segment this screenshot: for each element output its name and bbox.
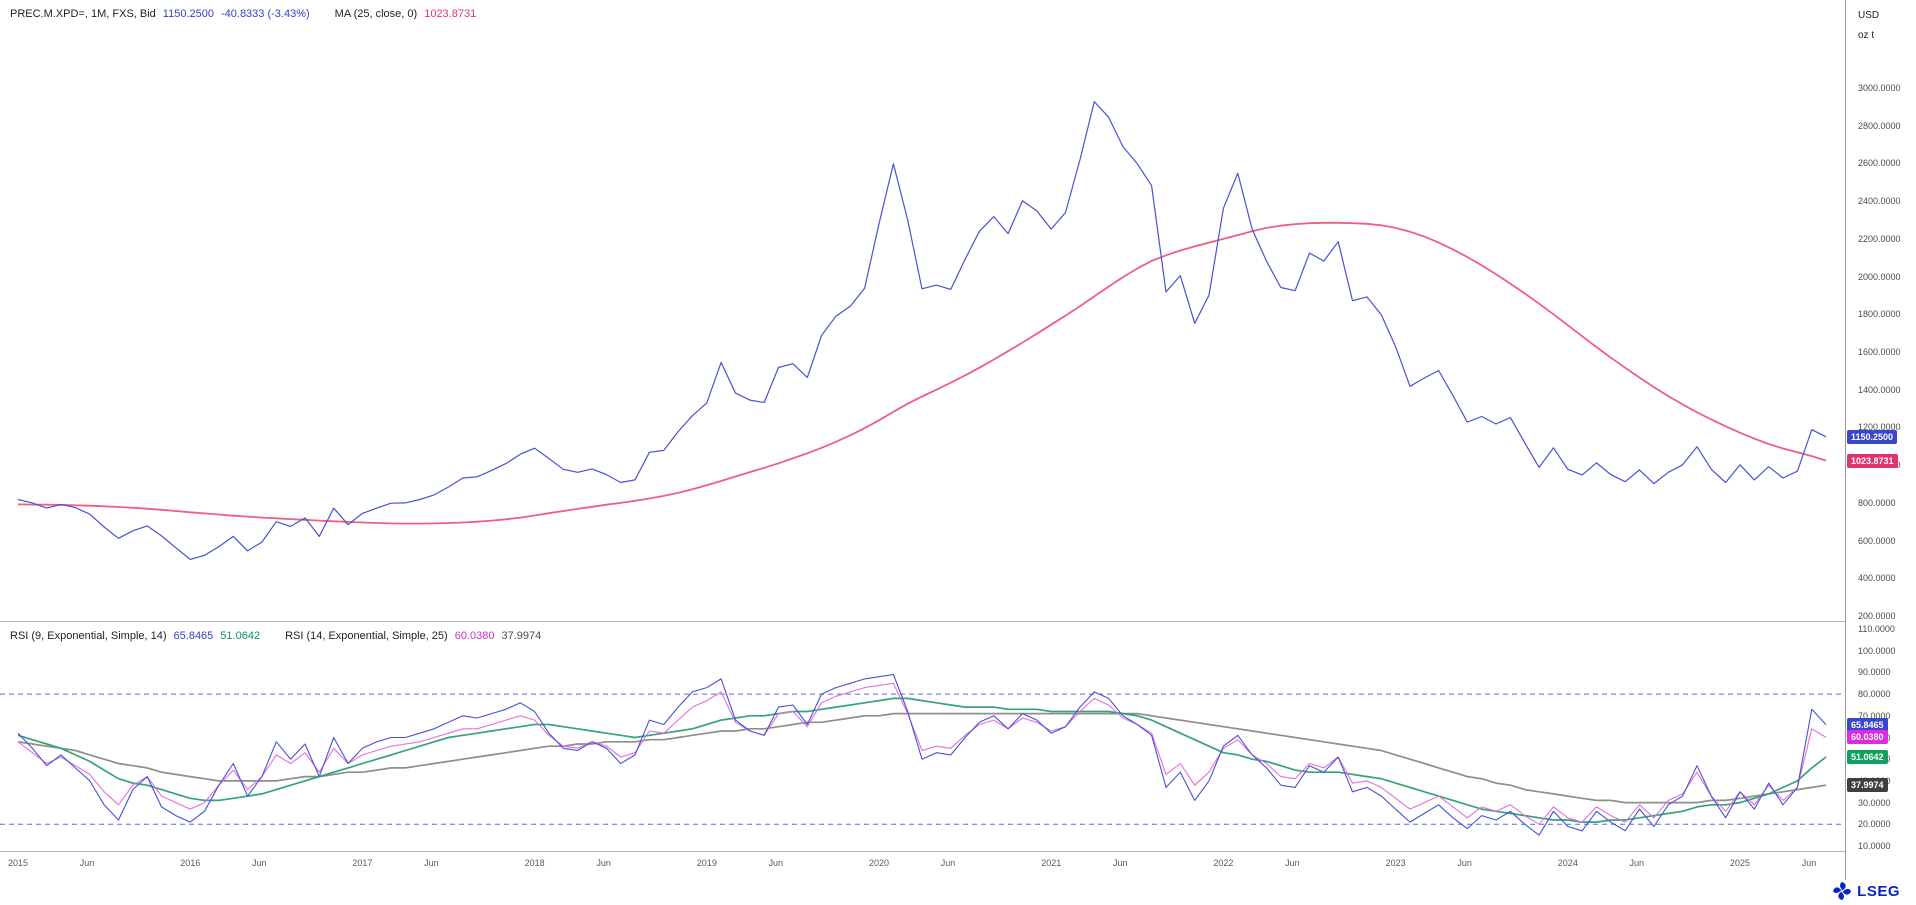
last-price-value: 1150.2500 xyxy=(162,8,214,20)
x-axis-tick: 2019 xyxy=(696,858,717,868)
rsi14-value-badge: 60.0380 xyxy=(1847,730,1888,745)
y-axis-tick: 2800.0000 xyxy=(1858,120,1901,131)
y-axis-tick: 10.0000 xyxy=(1858,841,1891,851)
x-axis-tick: 2015 xyxy=(8,858,29,868)
x-axis-tick: Jun xyxy=(1112,858,1128,868)
x-axis-tick: 2025 xyxy=(1730,858,1751,868)
rsi-pane[interactable]: RSI (9, Exponential, Simple, 14) 65.8465… xyxy=(0,622,1845,852)
x-axis-tick: Jun xyxy=(1801,858,1817,868)
bottom-bar: LSEG xyxy=(0,880,1916,905)
y-axis-tick: 70.0000 xyxy=(1858,710,1891,721)
x-axis-tick: Jun xyxy=(1285,858,1300,868)
rsi9-line xyxy=(17,674,1827,836)
y-axis-tick: 3000.0000 xyxy=(1858,83,1901,93)
y-axis-tick: 400.0000 xyxy=(1858,573,1896,584)
x-axis-tick: Jun xyxy=(424,858,439,868)
y-axis-tick: 100.0000 xyxy=(1858,645,1896,656)
ma-indicator-value: 1023.8731 xyxy=(424,8,477,20)
rsi9-value-badge: 65.8465 xyxy=(1847,717,1888,732)
rsi1-value: 65.8465 xyxy=(173,630,214,642)
x-axis-tick: Jun xyxy=(596,858,611,868)
lseg-logo-icon xyxy=(1833,882,1852,900)
y-axis-tick: 20.0000 xyxy=(1858,819,1891,830)
last-price-badge: 1150.2500 xyxy=(1847,429,1898,444)
lseg-logo: LSEG xyxy=(1832,881,1900,901)
x-axis-tick: 2021 xyxy=(1041,858,1062,868)
ma-indicator-label: MA (25, close, 0) xyxy=(334,8,418,20)
rsi2-label: RSI (14, Exponential, Simple, 25) xyxy=(285,630,448,642)
rsi1-ma-value: 51.0642 xyxy=(220,630,261,642)
x-axis-tick: Jun xyxy=(1629,858,1645,868)
y-axis-tick: 600.0000 xyxy=(1858,535,1896,546)
rsi9-ma-line xyxy=(17,697,1827,823)
x-axis-tick: Jun xyxy=(768,858,784,868)
x-axis-tick: Jun xyxy=(79,858,95,868)
x-axis-tick: Jun xyxy=(940,858,956,868)
price-chart[interactable] xyxy=(0,0,1845,622)
x-axis-tick: 2024 xyxy=(1557,858,1578,868)
rsi9-ma-badge: 51.0642 xyxy=(1847,749,1888,764)
rsi14-ma-badge: 37.9974 xyxy=(1847,778,1888,793)
axis-unit-currency: USD xyxy=(1858,10,1880,21)
rsi-pane-legend[interactable]: RSI (9, Exponential, Simple, 14) 65.8465… xyxy=(10,630,541,642)
lseg-logo-text: LSEG xyxy=(1857,882,1900,900)
x-axis-tick: 2023 xyxy=(1385,858,1406,868)
x-axis-tick: Jun xyxy=(1457,858,1472,868)
y-axis-tick: 1800.0000 xyxy=(1858,309,1901,320)
x-axis-tick: 2017 xyxy=(352,858,373,868)
rsi1-label: RSI (9, Exponential, Simple, 14) xyxy=(10,630,167,642)
y-axis-tick: 30.0000 xyxy=(1858,797,1891,808)
axis-unit: USD oz t xyxy=(1858,10,1879,41)
y-axis-tick: 2400.0000 xyxy=(1858,196,1901,207)
price-pane[interactable]: PREC.M.XPD=, 1M, FXS, Bid 1150.2500 -40.… xyxy=(0,0,1845,622)
price-change-value: -40.8333 (-3.43%) xyxy=(220,8,310,20)
x-axis[interactable]: 2015 Jun 2016 Jun 2017 Jun 2018 Jun 2019 Jun 2020 J… xyxy=(0,852,1845,880)
y-axis-tick: 1400.0000 xyxy=(1858,384,1901,395)
x-axis-tick: 2018 xyxy=(524,858,545,868)
y-axis-tick: 2200.0000 xyxy=(1858,233,1901,244)
y-axis[interactable]: USD oz t 3000.0000 2800.0000 2600.0000 2400… xyxy=(1845,0,1916,880)
y-axis-tick: 90.0000 xyxy=(1858,667,1891,678)
x-axis-tick: 2022 xyxy=(1213,858,1234,868)
instrument-title: PREC.M.XPD=, 1M, FXS, Bid xyxy=(10,8,156,20)
y-axis-tick: 110.0000 xyxy=(1858,624,1895,634)
y-axis-tick: 200.0000 xyxy=(1858,611,1896,621)
y-axis-tick: 1600.0000 xyxy=(1858,347,1901,357)
y-axis-tick: 1200.0000 xyxy=(1858,422,1901,433)
axis-unit-measure: oz t xyxy=(1858,30,1875,41)
y-axis-tick: 80.0000 xyxy=(1858,689,1891,700)
rsi2-value: 60.0380 xyxy=(454,630,495,642)
ma25-line xyxy=(17,221,1827,525)
x-axis-tick: 2020 xyxy=(869,858,890,868)
x-axis-tick: Jun xyxy=(251,858,267,868)
ma-value-badge: 1023.8731 xyxy=(1847,453,1898,468)
x-axis-tick: 2016 xyxy=(180,858,201,868)
price-line xyxy=(17,100,1827,561)
price-pane-legend[interactable]: PREC.M.XPD=, 1M, FXS, Bid 1150.2500 -40.… xyxy=(10,8,476,20)
rsi-chart[interactable] xyxy=(0,622,1845,852)
rsi14-line xyxy=(17,682,1827,825)
y-axis-tick: 800.0000 xyxy=(1858,497,1896,508)
y-axis-tick: 2000.0000 xyxy=(1858,271,1901,282)
rsi2-ma-value: 37.9974 xyxy=(501,630,542,642)
y-axis-tick: 2600.0000 xyxy=(1858,158,1901,169)
